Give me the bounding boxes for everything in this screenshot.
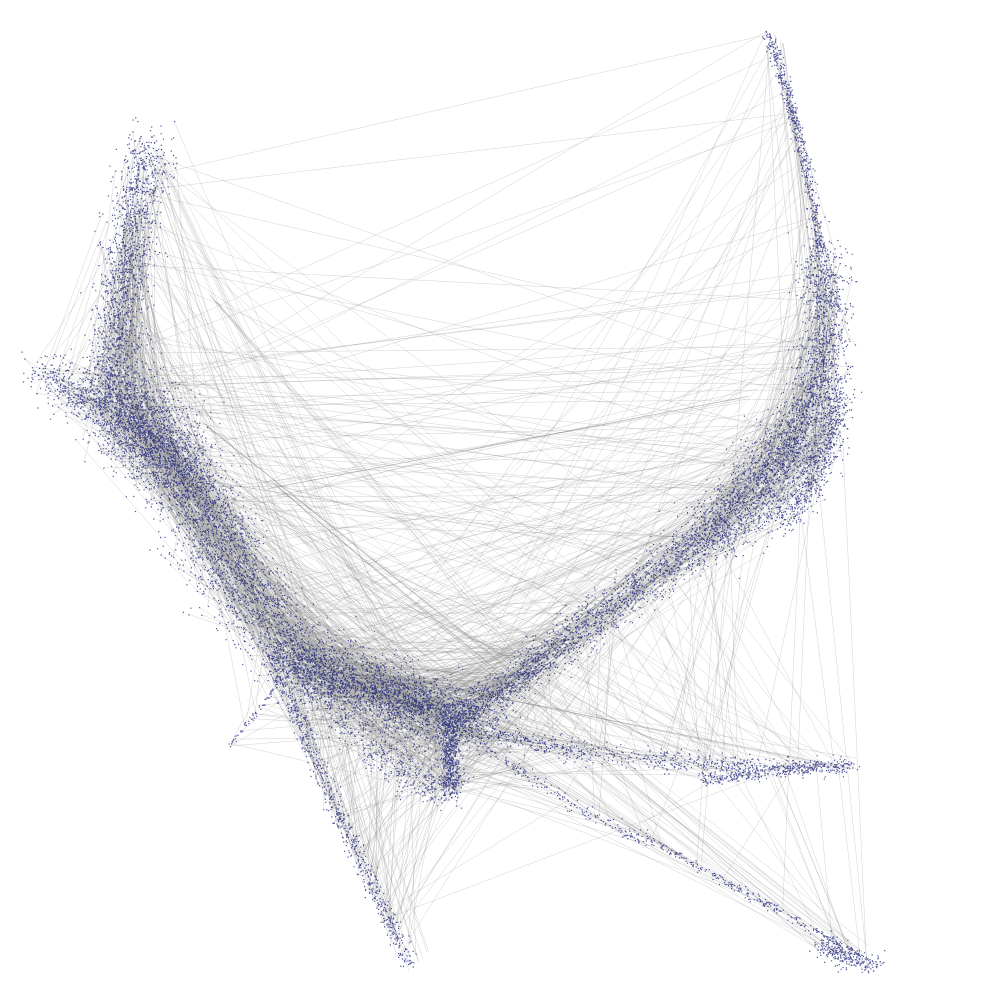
node-cloud [21,30,886,974]
node-layer [21,30,886,974]
